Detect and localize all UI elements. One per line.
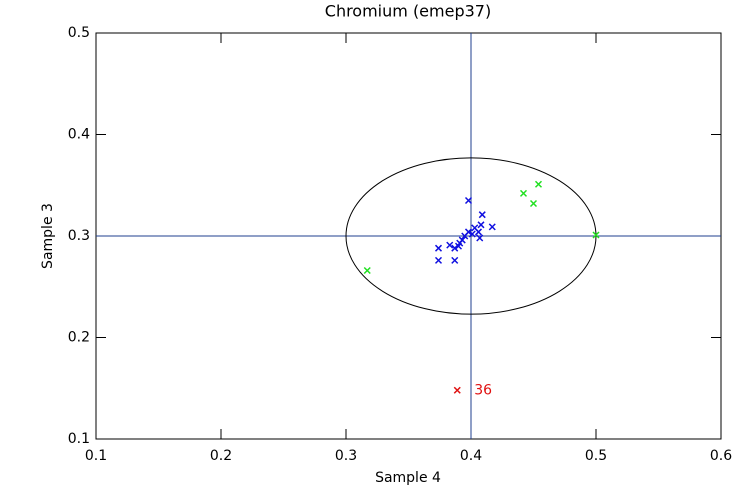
chart-title: Chromium (emep37) (325, 2, 491, 21)
y-tick-label: 0.2 (68, 330, 90, 346)
x-tick-label: 0.2 (210, 448, 232, 464)
point-marker (477, 221, 485, 229)
point-marker (488, 223, 496, 231)
y-axis-label: Sample 3 (40, 203, 56, 269)
point-marker (478, 211, 486, 219)
x-axis-label: Sample 4 (375, 470, 441, 486)
point-marker (434, 244, 443, 252)
y-tick-label: 0.1 (68, 431, 90, 447)
point-marker (529, 199, 538, 208)
point-marker (592, 231, 600, 239)
point-label: 36 (474, 382, 492, 398)
y-tick-label: 0.4 (68, 127, 90, 143)
x-tick-label: 0.1 (85, 448, 107, 464)
point-marker (461, 232, 469, 240)
y-tick-label: 0.3 (68, 228, 90, 244)
x-tick-label: 0.5 (585, 448, 607, 464)
x-tick-label: 0.6 (710, 448, 732, 464)
point-marker (534, 180, 543, 188)
point-marker (519, 189, 528, 197)
point-marker (474, 228, 483, 236)
point-marker (363, 266, 371, 275)
point-marker (451, 256, 459, 264)
point-marker (451, 244, 459, 252)
point-marker (453, 386, 461, 394)
point-marker (434, 256, 443, 264)
x-tick-label: 0.3 (335, 448, 357, 464)
x-tick-label: 0.4 (460, 448, 482, 464)
point-marker (454, 242, 463, 250)
point-marker (476, 234, 484, 242)
point-marker (468, 230, 476, 238)
point-marker (446, 241, 454, 249)
point-marker (464, 196, 473, 205)
y-tick-label: 0.5 (68, 25, 90, 41)
